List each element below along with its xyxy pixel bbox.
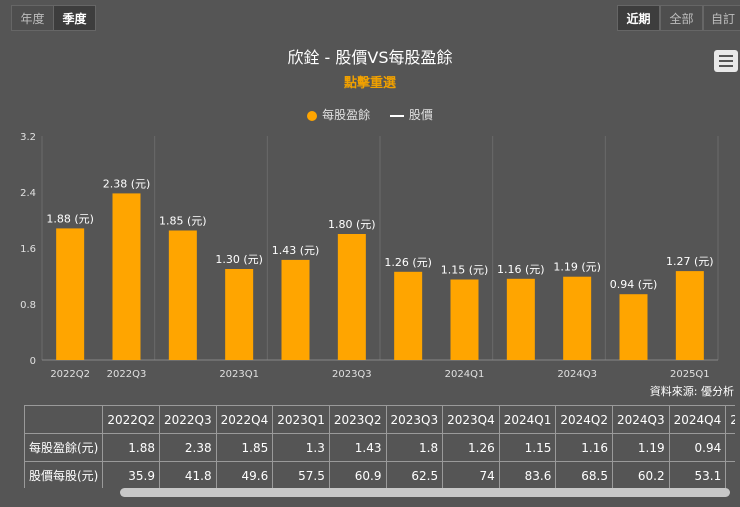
x-tick-label: 2024Q1 (445, 369, 485, 380)
range-all-button[interactable]: 全部 (660, 5, 703, 31)
legend: 每股盈餘 股價 (0, 106, 740, 123)
table-corner (24, 405, 104, 434)
menu-icon[interactable] (714, 50, 738, 72)
x-tick-label: 2025Q1 (670, 369, 710, 380)
table-cell: 57.5 (272, 461, 330, 488)
table-row: 每股盈餘(元) 1.88 2.38 1.85 1.3 1.43 1.8 1.26 1.15 1.1… (24, 433, 735, 462)
data-source: 資料來源: 優分析 (649, 385, 734, 398)
table-cell: 1.27 (725, 433, 735, 462)
table-column-header: 2022Q3 (159, 405, 217, 434)
line-icon (389, 114, 404, 117)
bar[interactable] (506, 278, 535, 360)
range-recent-button[interactable]: 近期 (617, 5, 660, 31)
table-column-header: 2025Q1 (725, 405, 735, 434)
y-tick-label: 0.8 (20, 300, 36, 311)
table-cell: 1.26 (442, 433, 500, 462)
table-cell: 1.3 (272, 433, 330, 462)
bar[interactable] (675, 271, 704, 360)
bar[interactable] (619, 294, 648, 360)
data-table: 2022Q2 2022Q3 2022Q4 2023Q1 2023Q2 2023Q3 2023… (24, 405, 735, 488)
table-cell: 53.1 (668, 461, 727, 488)
table-column-header: 2024Q4 (668, 405, 727, 434)
circle-icon (307, 110, 318, 121)
tab-quarter[interactable]: 季度 (53, 5, 96, 31)
table-cell: 1.15 (498, 433, 557, 462)
table-cell: 41.8 (159, 461, 217, 488)
bar-data-label: 1.88 (元) (46, 212, 94, 225)
chart-subtitle[interactable]: 點擊重選 (343, 76, 396, 91)
table-cell: 1.19 (612, 433, 670, 462)
data-table-scroll[interactable]: 2022Q2 2022Q3 2022Q4 2023Q1 2023Q2 2023Q3 2023… (24, 405, 735, 488)
table-cell: 74 (442, 461, 500, 488)
table-cell: 1.8 (385, 433, 444, 462)
bar[interactable] (337, 234, 366, 360)
legend-eps-label: 每股盈餘 (322, 108, 371, 122)
bar[interactable] (563, 276, 592, 360)
bar[interactable] (394, 271, 423, 360)
chart-title: 欣銓 - 股價VS每股盈餘 (287, 48, 453, 67)
bar-data-label: 2.38 (元) (103, 177, 151, 190)
y-tick-label: 2.4 (20, 188, 36, 199)
bar-data-label: 1.30 (元) (215, 253, 263, 266)
table-column-header: 2024Q2 (555, 405, 613, 434)
tab-year[interactable]: 年度 (11, 5, 54, 31)
table-cell: 1.43 (328, 433, 387, 462)
table-cell: 83.6 (498, 461, 557, 488)
table-cell: 49.6 (215, 461, 274, 488)
table-cell: 60.9 (328, 461, 387, 488)
table-cell: 62.5 (385, 461, 444, 488)
bar-data-label: 1.85 (元) (159, 215, 207, 228)
table-column-header: 2024Q3 (612, 405, 670, 434)
bar[interactable] (225, 269, 254, 360)
bar-data-label: 1.26 (元) (384, 256, 432, 269)
table-row-label: 每股盈餘(元) (24, 433, 104, 462)
table-column-header: 2022Q4 (215, 405, 274, 434)
bar-data-label: 1.43 (元) (272, 244, 320, 257)
x-tick-label: 2023Q3 (332, 369, 372, 380)
table-cell: 2.38 (159, 433, 217, 462)
bar[interactable] (450, 279, 479, 361)
x-tick-label: 2023Q1 (219, 369, 259, 380)
range-custom-button[interactable]: 自訂 (703, 5, 740, 31)
table-column-header: 2023Q3 (385, 405, 444, 434)
bar[interactable] (281, 259, 310, 360)
x-tick-label: 2022Q2 (50, 369, 90, 380)
eps-bar-chart: 0 0.8 1.6 2.4 3.2 1.88 (元) 2022Q2 2.38 (元) 2022Q… (20, 132, 719, 380)
table-column-header: 2023Q4 (442, 405, 500, 434)
table-cell: 60.2 (612, 461, 670, 488)
x-tick-label: 2024Q3 (557, 369, 597, 380)
bar-data-label: 1.16 (元) (497, 263, 545, 276)
table-cell: 35.9 (102, 461, 160, 488)
table-cell: 0.94 (668, 433, 727, 462)
y-tick-label: 0 (30, 356, 36, 367)
y-tick-label: 1.6 (20, 244, 36, 255)
table-column-header: 2023Q2 (328, 405, 387, 434)
bar[interactable] (168, 230, 197, 361)
legend-price[interactable]: 股價 (374, 108, 433, 122)
bar[interactable] (56, 228, 85, 360)
bar-data-label: 1.80 (元) (328, 218, 376, 231)
legend-eps[interactable]: 每股盈餘 (307, 108, 370, 122)
table-cell: 1.88 (102, 433, 160, 462)
table-cell: 73.8 (725, 461, 735, 488)
bar-data-label: 1.15 (元) (441, 264, 489, 277)
table-column-header: 2022Q2 (102, 405, 160, 434)
bar[interactable] (112, 193, 141, 360)
y-tick-label: 3.2 (20, 132, 36, 143)
table-cell: 1.16 (555, 433, 613, 462)
bar-data-label: 1.19 (元) (553, 261, 601, 274)
table-scrollbar-thumb[interactable] (120, 488, 730, 497)
table-column-header: 2023Q1 (272, 405, 330, 434)
bar-data-label: 0.94 (元) (610, 278, 658, 291)
bar-data-label: 1.27 (元) (666, 255, 714, 268)
x-tick-label: 2022Q3 (107, 369, 147, 380)
table-row-label: 股價每股(元) (24, 461, 104, 488)
table-row: 股價每股(元) 35.9 41.8 49.6 57.5 60.9 62.5 74 83.6 68.… (24, 461, 735, 488)
legend-price-label: 股價 (408, 108, 433, 122)
table-cell: 1.85 (215, 433, 274, 462)
table-cell: 68.5 (555, 461, 613, 488)
table-column-header: 2024Q1 (498, 405, 557, 434)
